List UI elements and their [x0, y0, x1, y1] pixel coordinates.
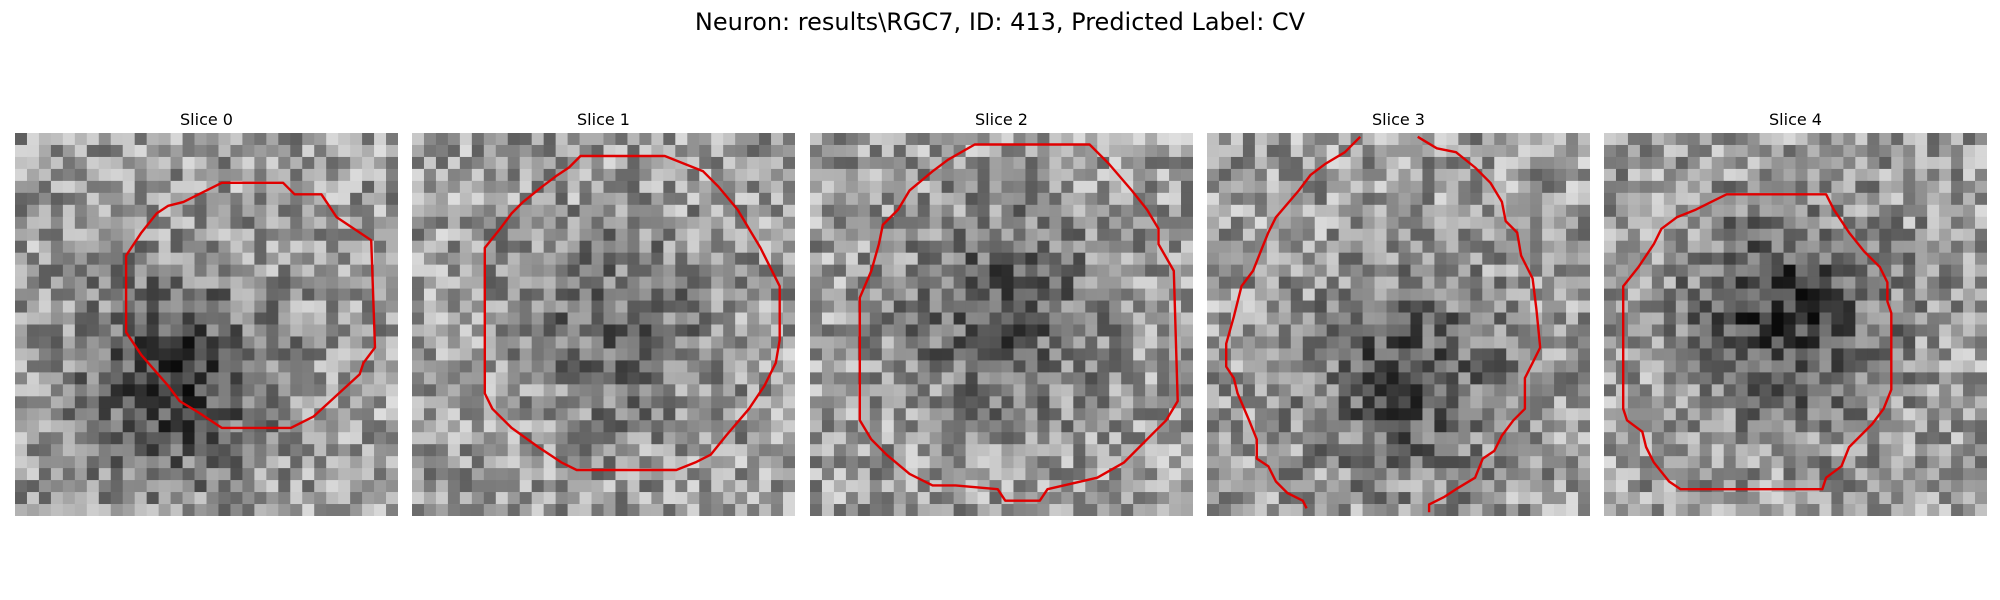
- figure-title: Neuron: results\RGC7, ID: 413, Predicted…: [694, 8, 1306, 36]
- slice-title: Slice 3: [1372, 110, 1425, 129]
- slice-image: [1207, 133, 1590, 516]
- slice-image: [810, 133, 1193, 516]
- segmentation-contour: [1225, 135, 1362, 509]
- slice-image: [1604, 133, 1987, 516]
- panel-slice-0: Slice 0: [15, 107, 398, 516]
- segmentation-contour: [1622, 193, 1893, 491]
- segmentation-contour: [858, 143, 1179, 502]
- panel-slice-3: Slice 3: [1207, 107, 1590, 516]
- slice-title: Slice 2: [975, 110, 1028, 129]
- pixel-grid: [1604, 133, 1987, 516]
- segmentation-contour: [1417, 135, 1542, 513]
- slice-title: Slice 1: [577, 110, 630, 129]
- segmentation-contour: [124, 181, 377, 430]
- pixel-grid: [412, 133, 795, 516]
- panel-slice-1: Slice 1: [412, 107, 795, 516]
- segmentation-contour: [483, 154, 781, 472]
- pixel-grid: [810, 133, 1193, 516]
- slice-image: [412, 133, 795, 516]
- panel-slice-4: Slice 4: [1604, 107, 1987, 516]
- slice-title: Slice 0: [180, 110, 233, 129]
- slice-image: [15, 133, 398, 516]
- pixel-grid: [15, 133, 398, 516]
- panel-slice-2: Slice 2: [810, 107, 1193, 516]
- slice-title: Slice 4: [1769, 110, 1822, 129]
- pixel-grid: [1207, 133, 1590, 516]
